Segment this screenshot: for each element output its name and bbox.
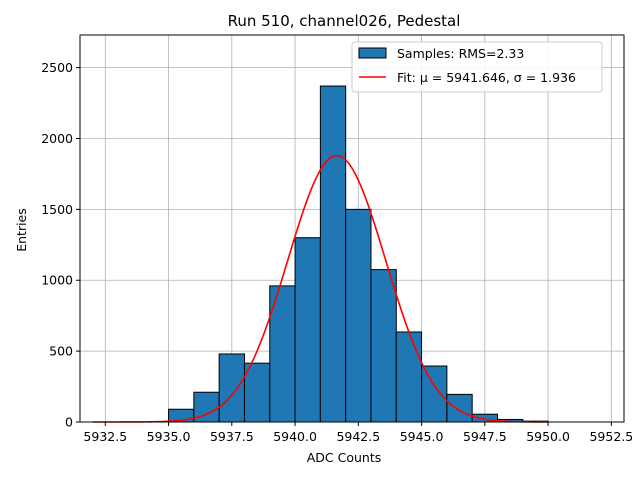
histogram-bar — [421, 365, 448, 423]
fit-curve — [92, 154, 549, 423]
y-tick-label: 1500 — [41, 202, 73, 217]
chart-title: Run 510, channel026, Pedestal — [228, 12, 461, 30]
histogram-bar — [395, 331, 423, 423]
x-tick-label: 5937.5 — [210, 429, 254, 444]
y-tick-label: 500 — [49, 344, 73, 359]
x-tick-label: 5940.0 — [273, 429, 317, 444]
histogram-bar — [294, 237, 321, 423]
legend-label-fit: Fit: μ = 5941.646, σ = 1.936 — [397, 70, 576, 85]
y-tick-label: 2500 — [41, 60, 73, 75]
axes-frame — [79, 34, 625, 423]
y-tick-label: 2000 — [41, 131, 73, 146]
histogram-bar — [370, 269, 397, 423]
histogram-bar — [446, 393, 473, 423]
x-tick-label: 5942.5 — [336, 429, 380, 444]
legend-label-samples: Samples: RMS=2.33 — [397, 46, 524, 61]
histogram-bar — [269, 285, 296, 423]
legend-box — [351, 41, 603, 93]
legend-swatch-samples — [358, 47, 387, 59]
histogram-bar — [218, 353, 245, 423]
histogram-bar — [243, 362, 271, 423]
plot-area: 5932.5 5935.0 5937.5 5940.0 5942.5 5945.0 5947… — [41, 34, 633, 444]
x-tick-label: 5952.5 — [589, 429, 633, 444]
legend: Samples: RMS=2.33 Fit: μ = 5941.646, σ = … — [351, 41, 603, 93]
histogram-bar — [345, 208, 372, 423]
x-tick-label: 5945.0 — [400, 429, 444, 444]
x-tick-label: 5932.5 — [83, 429, 127, 444]
y-axis-label: Entries — [14, 208, 29, 252]
x-tick-label: 5947.5 — [463, 429, 507, 444]
histogram-bar — [319, 85, 347, 423]
y-tick-label: 0 — [65, 415, 73, 430]
x-tick-label: 5950.0 — [526, 429, 570, 444]
y-tick-label: 1000 — [41, 273, 73, 288]
x-axis-label: ADC Counts — [307, 450, 382, 465]
x-tick-label: 5935.0 — [147, 429, 191, 444]
